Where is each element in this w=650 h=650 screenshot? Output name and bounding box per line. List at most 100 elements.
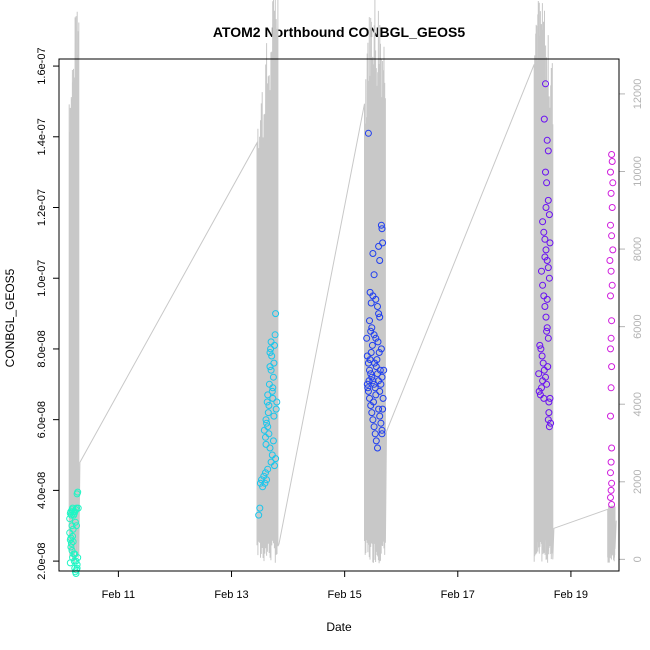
data-point (538, 267, 545, 275)
data-point (607, 189, 615, 197)
data-point (372, 363, 380, 371)
data-point (264, 409, 272, 417)
data-point (270, 359, 278, 367)
x-tick-label: Feb 11 (102, 589, 135, 601)
data-point (372, 295, 380, 303)
data-point (262, 440, 270, 448)
y2-tick-label: 6000 (632, 314, 644, 338)
data-point (259, 483, 267, 491)
data-point (544, 196, 552, 204)
data-point (545, 409, 553, 417)
data-point (607, 412, 614, 420)
data-point (607, 486, 615, 494)
data-point (607, 345, 614, 353)
data-point (263, 398, 271, 406)
data-point (542, 313, 550, 321)
data-point (607, 334, 615, 342)
data-point (265, 430, 273, 438)
data-point (375, 242, 383, 250)
data-point (543, 380, 551, 388)
data-point (370, 271, 378, 279)
data-point (543, 295, 551, 303)
data-point (539, 359, 547, 367)
data-point (374, 444, 381, 452)
data-point (366, 366, 373, 374)
data-point (271, 462, 278, 470)
x-tick-label: Feb 15 (328, 589, 362, 601)
y-tick-label: 1.0e-07 (36, 260, 48, 297)
data-point (261, 479, 269, 487)
data-point (69, 554, 77, 562)
data-point (608, 281, 616, 289)
data-point (378, 373, 386, 381)
data-point (379, 405, 387, 413)
data-point (541, 235, 549, 243)
data-point (370, 331, 378, 339)
data-point (608, 479, 616, 487)
data-point (377, 221, 385, 229)
data-point (541, 303, 549, 310)
data-point (364, 384, 372, 392)
data-point (607, 292, 614, 300)
y2-tick-label: 0 (632, 556, 644, 562)
data-point (73, 522, 80, 530)
data-point (375, 310, 383, 318)
data-point (377, 345, 385, 353)
data-point (363, 334, 371, 342)
data-point (544, 363, 552, 371)
data-point (256, 504, 264, 512)
data-point (368, 324, 376, 332)
data-point (375, 349, 383, 356)
data-point (376, 412, 384, 420)
data-point (372, 437, 380, 445)
data-point (271, 341, 278, 349)
data-point (542, 80, 549, 88)
data-point (543, 327, 551, 335)
data-point (269, 437, 277, 445)
data-point (263, 419, 271, 427)
data-point (540, 115, 548, 123)
data-point (74, 488, 82, 496)
y-tick-label: 2.0e-08 (36, 542, 48, 579)
data-point (365, 377, 373, 385)
y-axis-label: CONBGL_GEOS5 (3, 268, 17, 367)
data-point (269, 373, 277, 381)
data-point (367, 299, 375, 307)
data-point (267, 345, 275, 353)
data-point (273, 398, 281, 406)
data-point (541, 253, 549, 261)
data-point (546, 239, 554, 247)
data-point (262, 416, 270, 424)
data-point (535, 370, 543, 378)
data-point (379, 239, 387, 247)
x-axis-label: Date (326, 620, 352, 634)
data-point (375, 405, 383, 413)
data-point (378, 225, 386, 233)
data-point (71, 518, 79, 526)
data-point (369, 250, 377, 257)
data-point (609, 179, 617, 187)
data-point (378, 430, 386, 438)
data-point (607, 458, 615, 466)
data-point (379, 394, 387, 402)
altitude-trace-line (68, 0, 617, 564)
data-point (268, 352, 276, 360)
data-point (538, 352, 546, 360)
data-point (608, 444, 616, 452)
data-point (543, 179, 551, 187)
data-point (73, 561, 81, 569)
data-point (255, 511, 263, 519)
data-point (370, 380, 378, 388)
data-point (376, 387, 384, 395)
data-point (545, 423, 553, 431)
y-tick-label: 1.2e-07 (36, 189, 48, 226)
y2-tick-label: 4000 (632, 392, 644, 416)
data-point (374, 338, 382, 346)
data-point (266, 349, 274, 356)
data-point (544, 416, 552, 424)
y-tick-label: 1.6e-07 (36, 47, 48, 84)
data-point (543, 136, 551, 144)
data-point (539, 377, 547, 385)
data-point (368, 409, 376, 417)
